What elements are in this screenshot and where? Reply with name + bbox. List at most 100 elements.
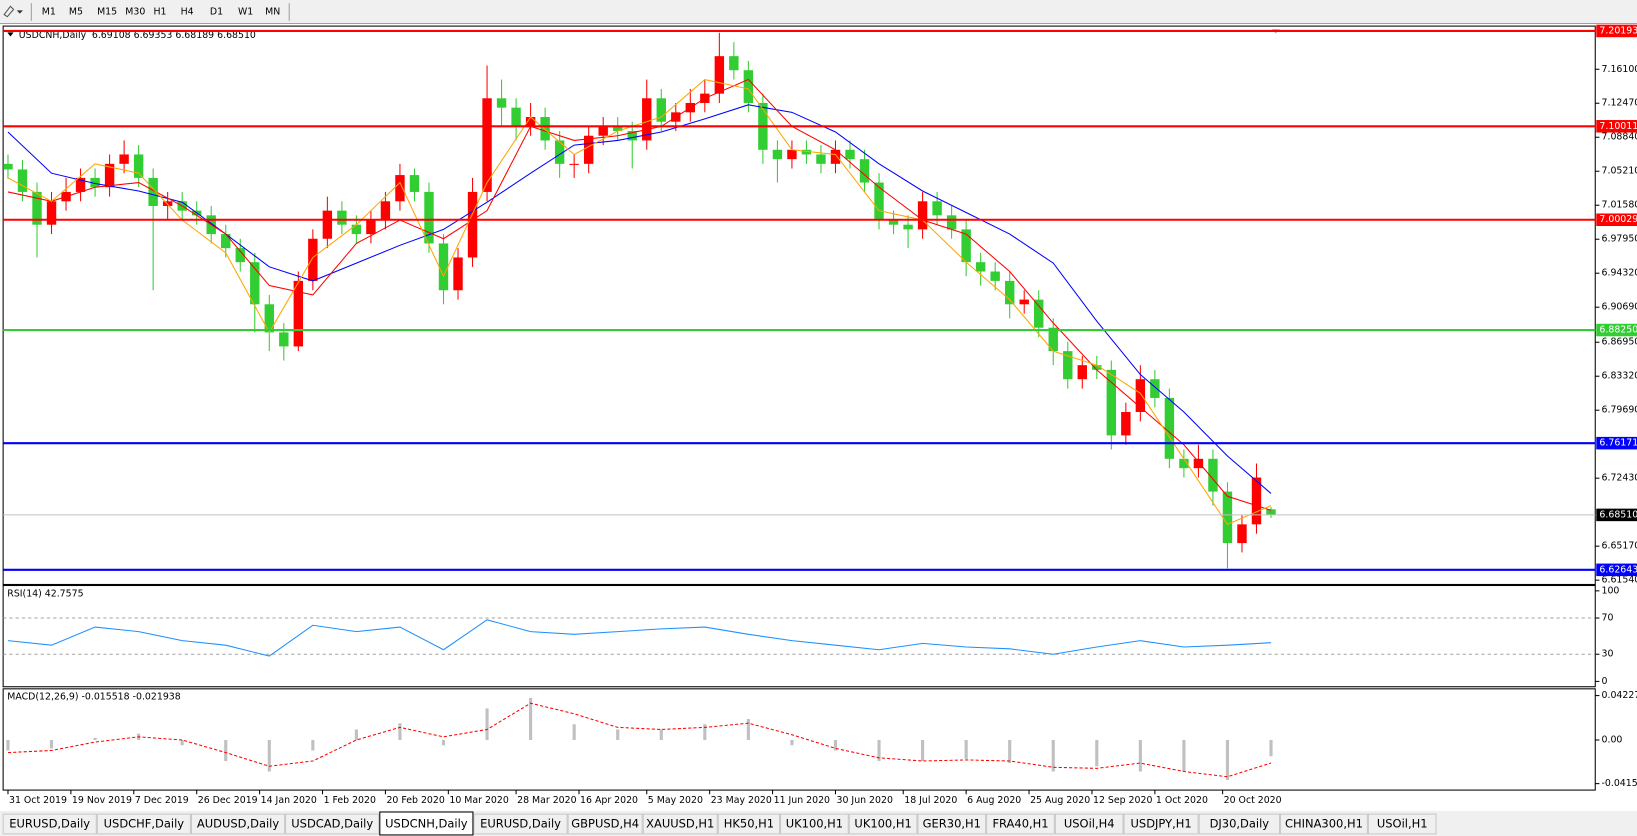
tab-label[interactable]: USDCNH,Daily [385, 816, 468, 830]
y-tick-label: 0.042275 [1602, 690, 1637, 701]
tab[interactable] [190, 813, 286, 835]
tab-label[interactable]: UK100,H1 [786, 816, 843, 830]
price-level-tag [1596, 563, 1637, 577]
tab-label[interactable]: GBPUSD,H4 [571, 816, 639, 830]
tab-label[interactable]: GER30,H1 [923, 816, 981, 830]
candle-body [903, 224, 913, 230]
timeframe-label[interactable]: W1 [238, 7, 253, 18]
tab-label[interactable]: USDCHF,Daily [104, 816, 185, 830]
tab-label[interactable]: CHINA300,H1 [1285, 816, 1363, 830]
tab-label[interactable]: EURUSD,Daily [480, 816, 561, 830]
timeframe-button[interactable] [62, 2, 90, 21]
timeframe-button[interactable] [258, 2, 287, 21]
tab[interactable] [2, 813, 97, 835]
tab[interactable] [717, 813, 781, 835]
candle-body [642, 98, 652, 141]
timeframe-label[interactable]: H1 [153, 7, 166, 18]
x-tick-label: 5 May 2020 [648, 795, 703, 806]
candle-body [467, 191, 478, 258]
tab[interactable] [1054, 813, 1124, 835]
tab-label[interactable]: DJ30,Daily [1210, 816, 1270, 830]
candle-body [975, 262, 986, 272]
tab-label[interactable]: USOil,H1 [1377, 816, 1428, 830]
tab[interactable] [986, 813, 1055, 835]
tab-label[interactable]: XAUUSD,H1 [646, 816, 714, 830]
tab-label[interactable]: AUDUSD,Daily [197, 816, 279, 830]
candle-body [1092, 365, 1102, 370]
tab-label[interactable]: USDCAD,Daily [291, 816, 373, 830]
candle-body [119, 154, 129, 164]
tab[interactable] [473, 813, 568, 835]
indicator-line [7, 78, 1272, 526]
tab[interactable] [1367, 813, 1437, 835]
candle-body [496, 98, 507, 108]
timeframe-button[interactable] [35, 2, 63, 21]
tab-label[interactable]: EURUSD,Daily [9, 816, 90, 830]
macd-bar [746, 718, 750, 740]
candle-body [1164, 397, 1175, 459]
candle-body [1019, 299, 1029, 305]
tab[interactable] [96, 813, 191, 835]
timeframe-label[interactable]: H4 [181, 7, 194, 18]
candle-body [235, 248, 245, 263]
candle-body [714, 56, 725, 94]
dropdown-arrow[interactable] [16, 10, 23, 14]
price-level-label: 6.68510 [1599, 509, 1637, 520]
tab-label[interactable]: USOil,H4 [1064, 816, 1115, 830]
y-tick-label: 6.72430 [1602, 473, 1637, 484]
candle-body [1251, 477, 1262, 525]
timeframe-button[interactable] [119, 2, 147, 21]
indicator-line [7, 702, 1272, 778]
macd-bar [398, 723, 402, 740]
tab[interactable] [917, 813, 987, 835]
macd-bar [180, 739, 184, 746]
tab[interactable] [1280, 813, 1368, 835]
timeframe-label[interactable]: M30 [125, 7, 145, 18]
candle-body [540, 117, 550, 141]
tab[interactable] [1198, 813, 1281, 835]
timeframe-button[interactable] [174, 2, 202, 21]
tab-label[interactable]: USDJPY,H1 [1131, 816, 1192, 830]
timeframe-button[interactable] [90, 2, 118, 21]
macd-panel [2, 688, 1596, 791]
rsi-panel [2, 584, 1596, 688]
timeframe-label[interactable]: MN [265, 7, 280, 18]
price-level-tag [1596, 24, 1637, 38]
candle-body [337, 210, 347, 225]
macd-bar [441, 739, 446, 746]
macd-bar [921, 739, 925, 761]
x-tick-label: 16 Apr 2020 [580, 795, 638, 806]
tab[interactable] [379, 811, 474, 836]
candle-body [1150, 379, 1160, 398]
candle-body [409, 175, 420, 192]
draw-tool-icon[interactable] [3, 5, 15, 18]
macd-bar [224, 739, 228, 761]
tab-label[interactable]: UK100,H1 [854, 816, 911, 830]
tab-label[interactable]: HK50,H1 [724, 816, 774, 830]
indicator-line [7, 104, 1272, 494]
timeframe-label[interactable]: M15 [97, 7, 117, 18]
tab[interactable] [780, 813, 849, 835]
tab[interactable] [1123, 813, 1199, 835]
timeframe-button[interactable] [147, 2, 175, 21]
chart-title: USDCNH,Daily [19, 30, 87, 41]
macd-bar [311, 739, 315, 751]
timeframe-label[interactable]: D1 [210, 7, 223, 18]
tab-label[interactable]: FRA40,H1 [992, 816, 1048, 830]
candle-body [859, 159, 870, 183]
macd-bar [529, 697, 533, 740]
timeframe-button[interactable] [203, 2, 231, 21]
tab[interactable] [642, 813, 718, 835]
candle-body [1121, 411, 1131, 436]
macd-bar [1182, 739, 1186, 772]
timeframe-label[interactable]: M5 [69, 7, 83, 18]
timeframe-button[interactable] [231, 2, 259, 21]
tab[interactable] [567, 813, 643, 835]
macd-bar [1269, 739, 1273, 757]
timeframe-label[interactable]: M1 [42, 7, 56, 18]
title-arrow [7, 32, 14, 37]
price-level-tag [1596, 436, 1637, 450]
tab[interactable] [285, 813, 380, 835]
tab[interactable] [848, 813, 918, 835]
candle-body [1004, 280, 1015, 305]
